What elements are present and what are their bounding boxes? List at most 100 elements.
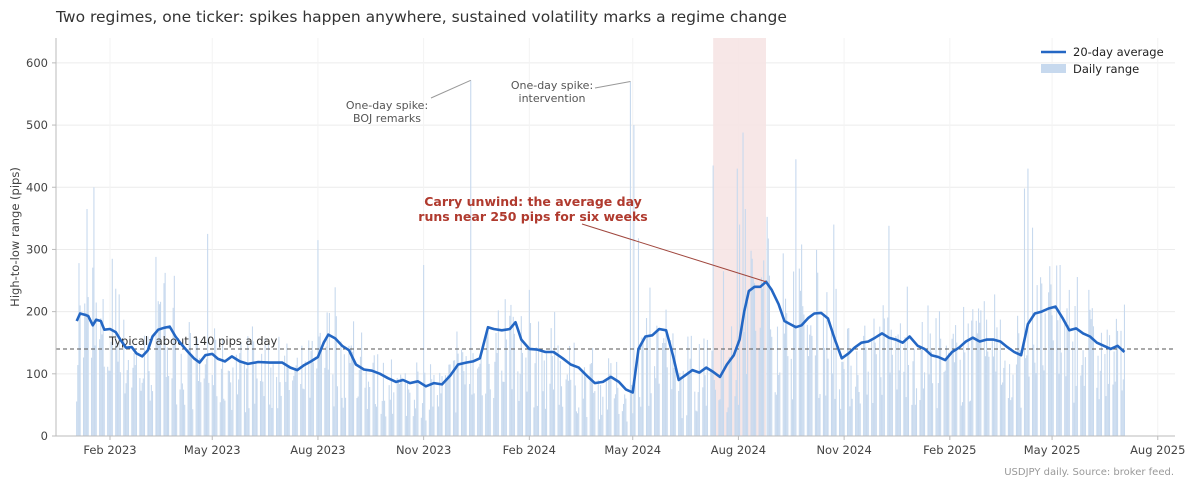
daily-range-bar [907,364,910,436]
daily-range-bar [520,316,522,436]
daily-range-bar [616,361,618,436]
daily-range-bar [455,412,457,436]
daily-range-bar [261,353,263,436]
x-tick-label: May 2024 [604,443,661,457]
daily-range-bar [590,363,592,436]
daily-range-bar [600,385,602,436]
daily-range-bar [158,304,160,436]
daily-range-bar [149,400,151,436]
daily-range-bar [526,391,528,436]
daily-range-bar [521,352,523,436]
daily-range-bar [1097,355,1099,436]
daily-range-bar [838,389,841,436]
daily-range-bar [336,386,339,436]
daily-range-bar [316,368,318,436]
daily-range-bar [566,374,568,436]
daily-range-bar [385,416,387,436]
daily-range-bar [793,271,795,436]
daily-range-bar [795,159,797,436]
daily-range-bar [776,326,779,436]
daily-range-bar [951,338,953,436]
daily-range-bar [433,374,435,436]
daily-range-bar [1042,365,1044,436]
daily-range-bar [634,377,636,436]
daily-range-bar [300,384,302,436]
daily-range-bar [938,311,941,436]
daily-range-bar [703,338,705,436]
x-tick-label: May 2025 [1024,443,1081,457]
daily-range-bar [585,377,587,436]
daily-range-bar [471,394,473,436]
daily-range-bar [1040,277,1042,436]
daily-range-bar [280,395,282,436]
daily-range-bar [168,375,170,436]
x-tick-label: May 2023 [184,443,241,457]
daily-range-bar [465,356,467,436]
daily-range-bar [293,375,295,436]
daily-range-bar [927,305,929,436]
daily-range-bar [919,400,921,436]
daily-range-bar [380,413,382,436]
daily-range-bar [529,323,532,436]
daily-range-bar [1073,402,1075,436]
daily-range-bar [736,168,738,436]
daily-range-bar [895,335,897,436]
daily-range-bar [174,339,177,436]
daily-range-bar [1080,375,1082,436]
daily-range-bar [469,383,471,436]
daily-range-bar [195,344,197,436]
daily-range-bar [632,413,634,436]
daily-range-bar [721,375,723,436]
daily-range-bar [597,380,599,436]
daily-range-bar [601,414,603,436]
daily-range-bar [824,347,826,436]
daily-range-bar [99,339,101,436]
daily-range-bar [187,349,189,436]
daily-range-bar [311,340,313,436]
daily-range-bar [84,303,86,436]
daily-range-bar [742,132,744,436]
daily-range-bar [79,305,81,436]
daily-range-bar [488,363,490,436]
daily-range-bar [349,362,351,436]
daily-range-bar [452,360,455,436]
daily-range-bar [481,395,483,436]
daily-range-bar [762,288,764,436]
daily-range-bar [415,408,417,436]
daily-range-bar [816,249,818,436]
daily-range-bar [996,327,998,436]
daily-range-bar [798,268,800,436]
daily-range-bar [671,389,673,436]
daily-range-bar [496,352,498,436]
daily-range-bar [189,332,191,436]
daily-range-bar [624,394,626,436]
daily-range-bar [211,374,213,436]
daily-range-bar [858,392,860,436]
daily-range-bar [1026,355,1028,436]
daily-range-bar [1106,329,1108,436]
daily-range-bar [904,337,906,436]
daily-range-bar [1105,396,1107,436]
daily-range-bar [803,314,805,436]
daily-range-bar [247,336,249,436]
daily-range-bar [444,375,447,436]
daily-range-bar [142,378,144,436]
annotation-boj-remarks: One-day spike: BOJ remarks [346,99,428,125]
daily-range-bar [959,359,961,436]
daily-range-bar [898,370,900,436]
daily-range-bar [1083,385,1085,436]
daily-range-bar [1100,332,1103,436]
daily-range-bar [262,381,264,436]
daily-range-bar [494,361,496,436]
daily-range-bar [977,308,980,436]
daily-range-bar [487,329,489,436]
daily-range-bar [343,354,345,436]
daily-range-bar [1066,308,1068,436]
daily-range-bar [285,381,287,436]
daily-range-bar [718,400,720,436]
daily-range-bar [946,356,949,436]
daily-range-bar [512,316,514,436]
daily-range-bar [874,342,876,436]
daily-range-bar [783,333,785,436]
daily-range-bar [77,365,79,436]
